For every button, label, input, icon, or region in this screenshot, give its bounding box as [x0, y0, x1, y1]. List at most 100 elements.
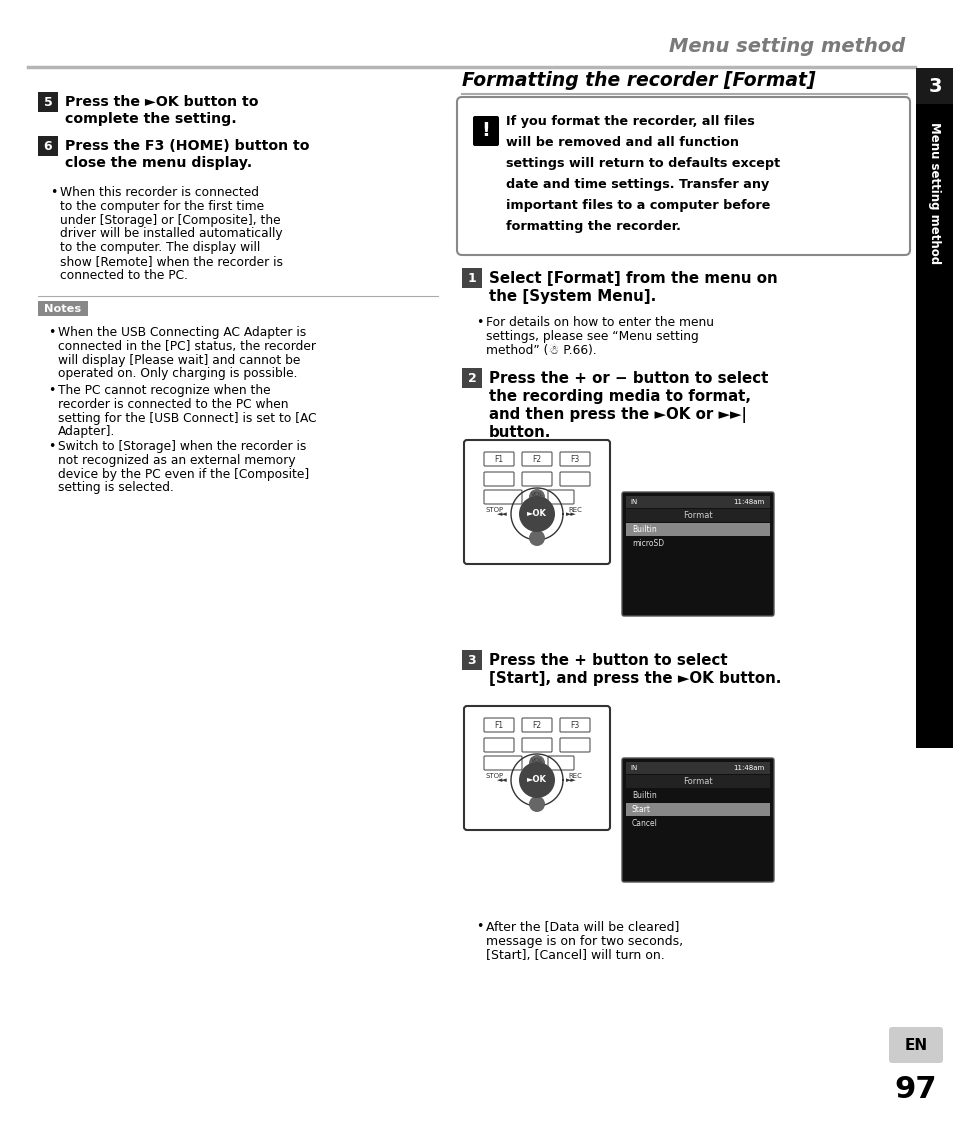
Text: Press the + or − button to select: Press the + or − button to select [489, 371, 767, 386]
Bar [625, 537, 769, 550]
FancyBboxPatch shape [463, 706, 609, 830]
Bar [625, 523, 769, 536]
Text: connected in the [PC] status, the recorder: connected in the [PC] status, the record… [58, 340, 315, 352]
Bar [38, 135, 58, 156]
Text: Press the ►OK button to: Press the ►OK button to [65, 95, 258, 109]
Text: 11:48am: 11:48am [732, 499, 763, 505]
Text: microSD: microSD [631, 538, 663, 548]
Text: ►OK: ►OK [526, 776, 546, 784]
Text: The PC cannot recognize when the: The PC cannot recognize when the [58, 383, 271, 397]
FancyBboxPatch shape [521, 738, 552, 752]
Text: •: • [48, 440, 55, 453]
Text: ►►: ►► [565, 511, 577, 517]
FancyBboxPatch shape [473, 116, 498, 146]
FancyBboxPatch shape [621, 492, 773, 616]
Circle shape [529, 489, 544, 505]
Text: IN: IN [629, 499, 637, 505]
Text: VOL: VOL [530, 758, 543, 762]
Text: Menu setting method: Menu setting method [927, 122, 941, 264]
Text: 3: 3 [927, 77, 941, 95]
Text: device by the PC even if the [Composite]: device by the PC even if the [Composite] [58, 467, 309, 481]
Text: 3: 3 [467, 653, 476, 667]
Text: STOP: STOP [485, 773, 503, 779]
Text: ►►: ►► [565, 777, 577, 783]
Text: F2: F2 [532, 721, 541, 729]
Circle shape [511, 488, 562, 540]
Text: settings will return to defaults except: settings will return to defaults except [505, 157, 780, 170]
Text: If you format the recorder, all files: If you format the recorder, all files [505, 115, 754, 127]
Text: driver will be installed automatically: driver will be installed automatically [60, 227, 282, 240]
Text: 6: 6 [44, 140, 52, 153]
Text: F1: F1 [494, 455, 503, 464]
Text: Press the F3 (HOME) button to: Press the F3 (HOME) button to [65, 139, 309, 153]
Text: to the computer for the first time: to the computer for the first time [60, 200, 264, 212]
Text: 97: 97 [894, 1076, 936, 1104]
Bar [461, 267, 481, 288]
FancyBboxPatch shape [483, 738, 514, 752]
Text: message is on for two seconds,: message is on for two seconds, [485, 934, 682, 947]
Text: [Start], and press the ►OK button.: [Start], and press the ►OK button. [489, 670, 781, 687]
Text: STOP: STOP [485, 507, 503, 513]
Text: the recording media to format,: the recording media to format, [489, 389, 750, 404]
Text: ►OK: ►OK [526, 510, 546, 519]
Text: Adapter].: Adapter]. [58, 426, 115, 439]
Circle shape [511, 754, 562, 806]
Bar [625, 775, 769, 788]
Text: Builtin: Builtin [631, 525, 656, 534]
Text: date and time settings. Transfer any: date and time settings. Transfer any [505, 178, 768, 191]
Text: operated on. Only charging is possible.: operated on. Only charging is possible. [58, 367, 297, 380]
Text: Format: Format [682, 776, 712, 785]
Text: will be removed and all function: will be removed and all function [505, 135, 739, 149]
Text: under [Storage] or [Composite], the: under [Storage] or [Composite], the [60, 214, 280, 226]
Bar [461, 369, 481, 388]
Text: Start: Start [631, 805, 650, 814]
Text: After the [Data will be cleared]: After the [Data will be cleared] [485, 920, 679, 933]
FancyBboxPatch shape [483, 472, 514, 486]
Bar [625, 496, 769, 509]
FancyBboxPatch shape [559, 472, 589, 486]
Text: 1: 1 [467, 271, 476, 285]
FancyBboxPatch shape [483, 490, 521, 504]
Text: setting for the [USB Connect] is set to [AC: setting for the [USB Connect] is set to … [58, 412, 316, 425]
FancyBboxPatch shape [521, 718, 552, 732]
FancyBboxPatch shape [621, 758, 773, 882]
Text: button.: button. [489, 425, 551, 440]
Text: 11:48am: 11:48am [732, 765, 763, 771]
Text: REC: REC [567, 507, 581, 513]
Text: setting is selected.: setting is selected. [58, 481, 173, 495]
Text: connected to the PC.: connected to the PC. [60, 269, 188, 281]
Text: the [System Menu].: the [System Menu]. [489, 289, 656, 304]
Text: recorder is connected to the PC when: recorder is connected to the PC when [58, 398, 288, 411]
Bar [461, 650, 481, 670]
Text: 5: 5 [44, 95, 52, 109]
FancyBboxPatch shape [559, 738, 589, 752]
Bar [915, 68, 953, 748]
FancyBboxPatch shape [456, 96, 909, 255]
Text: •: • [476, 316, 483, 329]
Text: Menu setting method: Menu setting method [668, 37, 904, 55]
FancyBboxPatch shape [559, 718, 589, 732]
Text: important files to a computer before: important files to a computer before [505, 199, 770, 212]
Text: F2: F2 [532, 455, 541, 464]
Text: EN: EN [903, 1038, 926, 1053]
Text: [Start], [Cancel] will turn on.: [Start], [Cancel] will turn on. [485, 949, 664, 962]
Text: VOL: VOL [530, 491, 543, 496]
Circle shape [518, 762, 555, 798]
FancyBboxPatch shape [559, 452, 589, 466]
Text: •: • [50, 186, 57, 199]
FancyBboxPatch shape [888, 1027, 942, 1063]
FancyBboxPatch shape [521, 452, 552, 466]
Text: settings, please see “Menu setting: settings, please see “Menu setting [485, 329, 698, 343]
Text: !: ! [481, 122, 490, 140]
Circle shape [529, 796, 544, 812]
Text: Select [Format] from the menu on: Select [Format] from the menu on [489, 271, 777, 286]
Text: •: • [476, 920, 483, 933]
Text: ◄◄: ◄◄ [497, 511, 507, 517]
FancyBboxPatch shape [547, 757, 574, 770]
Text: method” (☃ P.66).: method” (☃ P.66). [485, 343, 597, 357]
Bar [625, 762, 769, 774]
Text: Format: Format [682, 511, 712, 520]
Text: When this recorder is connected: When this recorder is connected [60, 186, 258, 199]
Text: F3: F3 [570, 455, 579, 464]
Text: Notes: Notes [45, 303, 81, 313]
